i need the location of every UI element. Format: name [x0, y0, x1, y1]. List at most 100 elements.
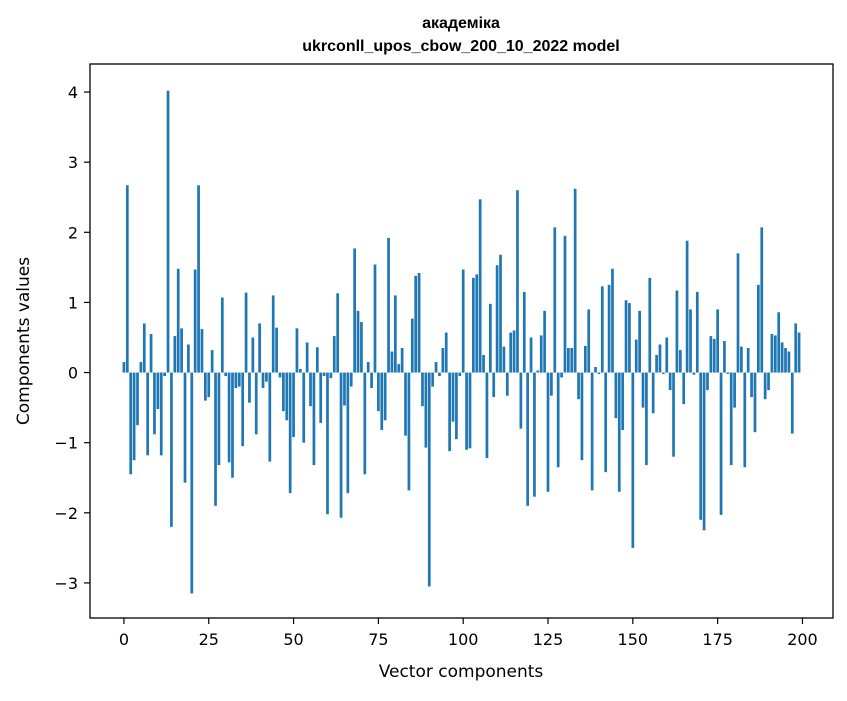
bar — [519, 372, 523, 429]
bar — [655, 355, 658, 373]
bar — [461, 269, 465, 373]
bar — [326, 372, 329, 515]
bar — [624, 300, 628, 373]
bar — [590, 372, 594, 491]
bar — [319, 372, 323, 424]
bar — [146, 372, 150, 456]
bar — [580, 372, 584, 461]
bar — [298, 369, 302, 373]
bar — [197, 185, 200, 373]
bar — [207, 372, 211, 398]
bar — [757, 284, 760, 373]
y-tick-label: 0 — [68, 364, 78, 383]
y-tick-label: −1 — [54, 434, 78, 453]
bar — [166, 90, 170, 373]
bar — [434, 362, 438, 373]
bar — [570, 348, 574, 373]
bar — [546, 372, 550, 492]
bar — [390, 351, 394, 373]
bar — [509, 332, 513, 373]
bar — [475, 274, 479, 373]
bar — [275, 327, 278, 373]
bar — [424, 372, 428, 448]
bar — [400, 348, 404, 373]
bar — [482, 355, 485, 373]
bar — [444, 332, 448, 373]
bar — [163, 372, 166, 377]
y-axis-ticks: −3 −2 −1 0 1 2 3 4 — [54, 83, 90, 593]
bar — [241, 372, 245, 447]
bar — [156, 372, 160, 410]
bar — [349, 372, 353, 387]
bar — [499, 254, 502, 373]
bar — [753, 372, 757, 433]
bar — [553, 227, 557, 373]
bar — [414, 275, 418, 373]
bar — [706, 372, 709, 391]
bar — [488, 303, 492, 373]
chart-title-line-1: академіка — [422, 15, 500, 32]
bar — [577, 372, 580, 400]
bar — [780, 342, 784, 373]
plot-frame — [89, 63, 834, 619]
bar — [455, 372, 458, 440]
y-tick-label: 2 — [68, 223, 78, 242]
bar — [336, 293, 340, 373]
bar — [427, 372, 431, 587]
bar — [214, 372, 217, 506]
bar — [743, 372, 747, 468]
bar — [797, 332, 801, 373]
bar — [295, 328, 299, 373]
bar — [360, 322, 363, 373]
bar — [665, 337, 669, 373]
bar — [512, 330, 516, 373]
bar — [458, 372, 462, 377]
bar — [176, 268, 180, 373]
bar — [787, 351, 791, 373]
bar — [397, 364, 401, 373]
bar — [265, 372, 268, 382]
bar — [339, 372, 343, 518]
bar — [573, 188, 577, 373]
bar — [699, 372, 703, 520]
y-tick-label: −2 — [54, 504, 78, 523]
bar — [261, 372, 265, 388]
bar — [692, 372, 696, 375]
bar — [641, 372, 645, 408]
y-tick-label: −3 — [54, 574, 78, 593]
bar — [685, 240, 689, 373]
bar — [567, 348, 570, 373]
bar — [149, 333, 153, 373]
bar — [773, 335, 777, 373]
bar — [254, 372, 258, 435]
bar — [485, 372, 489, 459]
bar — [159, 372, 163, 456]
bar — [678, 350, 682, 373]
x-tick-label: 150 — [618, 630, 649, 649]
bar — [709, 336, 713, 373]
bar — [770, 333, 774, 373]
bar — [410, 318, 414, 373]
bar — [220, 297, 224, 373]
bar — [767, 372, 770, 391]
bar — [658, 344, 662, 373]
x-tick-label: 200 — [787, 630, 818, 649]
bar — [645, 372, 648, 466]
bar — [309, 372, 312, 407]
bar — [529, 337, 533, 373]
bar — [122, 362, 126, 373]
bar — [377, 372, 380, 412]
bar — [712, 338, 716, 373]
x-tick-label: 50 — [283, 630, 303, 649]
bar — [244, 292, 248, 373]
bar — [672, 372, 675, 457]
bar — [777, 312, 781, 373]
bar — [468, 372, 472, 449]
bar — [132, 372, 136, 461]
bar — [628, 303, 631, 373]
bar — [651, 372, 655, 414]
bar — [302, 372, 306, 443]
bar — [129, 372, 133, 475]
bar — [271, 295, 275, 373]
bar — [716, 309, 720, 373]
